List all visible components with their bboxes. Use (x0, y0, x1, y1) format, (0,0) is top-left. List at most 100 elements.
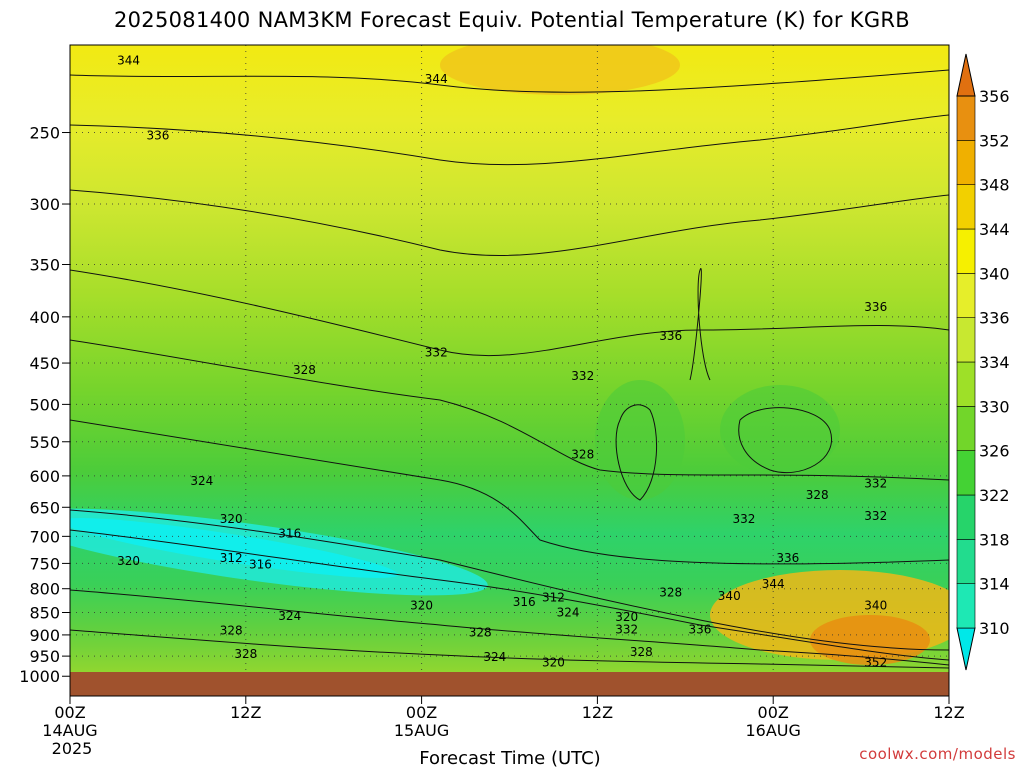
y-tick-label: 750 (29, 554, 60, 573)
contour-line (70, 339, 949, 481)
colorbar-label: 336 (979, 309, 1010, 328)
x-tick-label: 00Z (406, 703, 437, 722)
colorbar-swatch (956, 140, 976, 185)
ground-terrain (70, 672, 949, 696)
contour-label: 352 (864, 655, 887, 669)
contour-label: 312 (542, 590, 565, 604)
contour-label: 328 (806, 488, 829, 502)
colorbar-label: 330 (979, 397, 1010, 416)
colorbar-swatch (956, 450, 976, 496)
colorbar-swatch (956, 95, 976, 141)
contour-line (70, 269, 949, 357)
contour-label: 332 (732, 512, 755, 526)
colorbar-swatch (956, 317, 976, 363)
colorbar-label: 334 (979, 353, 1010, 372)
contour-label: 328 (571, 447, 594, 461)
x-tick-label: 12Z (230, 703, 261, 722)
contour-label: 344 (425, 72, 448, 86)
x-tick-year: 2025 (52, 739, 93, 758)
contour-label: 320 (220, 512, 243, 526)
contour-label: 316 (278, 527, 301, 541)
contour-line (689, 268, 711, 381)
x-tick-date: 14AUG (42, 721, 97, 740)
colorbar-swatch (956, 539, 976, 584)
contour-label: 328 (293, 363, 316, 377)
contour-label: 336 (146, 129, 169, 143)
watermark-text: coolwx.com/models (859, 745, 1016, 763)
y-tick-label: 800 (29, 580, 60, 599)
colorbar-label: 352 (979, 131, 1010, 150)
x-axis-title: Forecast Time (UTC) (419, 748, 600, 768)
contour-label: 320 (615, 610, 638, 624)
contour-label: 344 (117, 53, 140, 67)
contour-label: 320 (542, 655, 565, 669)
contour-label: 328 (469, 626, 492, 640)
y-tick-label: 450 (29, 354, 60, 373)
contour-label: 336 (659, 329, 682, 343)
contour-label: 332 (864, 477, 887, 491)
contour-line (70, 114, 949, 166)
colorbar-swatch (956, 494, 976, 540)
x-tick-label: 12Z (933, 703, 964, 722)
colorbar-label: 318 (979, 530, 1010, 549)
y-tick-label: 850 (29, 603, 60, 622)
colorbar-swatch (956, 583, 976, 629)
contour-label: 332 (425, 345, 448, 359)
y-tick-label: 400 (29, 308, 60, 327)
x-tick-label: 12Z (582, 703, 613, 722)
contour-line (70, 629, 949, 669)
colorbar-arrow-low (956, 627, 976, 671)
contour-label: 328 (234, 647, 257, 661)
colorbar-swatch (956, 273, 976, 318)
y-tick-label: 250 (29, 124, 60, 143)
colorbar-label: 310 (979, 619, 1010, 638)
contour-line (615, 404, 657, 501)
contour-label: 344 (762, 577, 785, 591)
y-tick-label: 900 (29, 626, 60, 645)
field-overlays (70, 45, 949, 665)
colorbar-arrow-high (956, 53, 976, 97)
y-tick-label: 500 (29, 395, 60, 414)
contour-line (70, 589, 949, 666)
contour-lines (70, 69, 949, 669)
colorbar-label: 344 (979, 220, 1010, 239)
contour-label: 336 (864, 300, 887, 314)
contour-label: 336 (776, 551, 799, 565)
colorbar-swatch (956, 406, 976, 451)
colorbar-label: 314 (979, 575, 1010, 594)
colorbar-label: 326 (979, 442, 1010, 461)
contour-label: 328 (659, 586, 682, 600)
x-tick-label: 00Z (758, 703, 789, 722)
y-tick-label: 700 (29, 527, 60, 546)
y-tick-label: 950 (29, 647, 60, 666)
colorbar-swatch (956, 184, 976, 230)
contour-line (70, 529, 949, 661)
colorbar-swatch (956, 228, 976, 274)
y-tick-label: 350 (29, 255, 60, 274)
contour-label: 324 (483, 650, 506, 664)
x-tick-date: 15AUG (394, 721, 449, 740)
y-tick-label: 1000 (19, 667, 60, 686)
contour-label: 320 (117, 554, 140, 568)
moist-column-2 (720, 385, 840, 475)
moist-column (595, 380, 685, 500)
warm-lowlevel-core (810, 615, 930, 665)
plot-frame (69, 44, 950, 697)
contour-label: 324 (190, 474, 213, 488)
contour-label: 324 (557, 605, 580, 619)
colorbar-swatch (956, 361, 976, 407)
contour-line (70, 69, 949, 93)
contour-label: 324 (278, 609, 301, 623)
y-tick-label: 550 (29, 433, 60, 452)
y-axis: 250 300 350 400 450 500 550 600 650 700 750 800 850 9… (19, 124, 70, 686)
contour-label: 332 (615, 623, 638, 637)
contour-line (70, 509, 949, 651)
contour-line (738, 407, 833, 474)
colorbar: 310 314 318 322 326 330 334 336 340 344 348 352 356 (956, 53, 1010, 671)
colorbar-label: 348 (979, 176, 1010, 195)
colorbar-label: 340 (979, 264, 1010, 283)
